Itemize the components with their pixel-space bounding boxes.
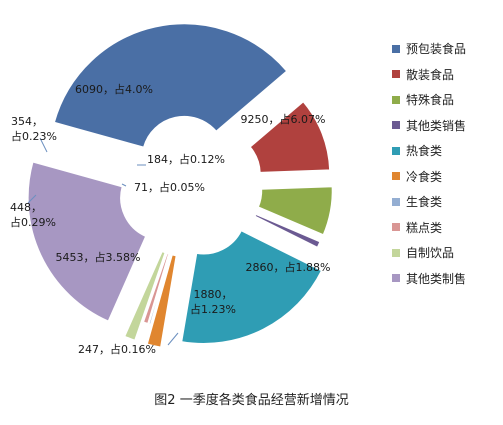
legend-item: 其他类制售 — [392, 266, 466, 292]
pie-slice — [253, 213, 322, 249]
slice-data-label: 448，占0.29% — [10, 201, 56, 229]
legend-label: 糕点类 — [406, 220, 443, 235]
legend-label: 生食类 — [406, 195, 443, 210]
legend-label: 散装食品 — [406, 67, 455, 82]
legend-label: 预包装食品 — [406, 42, 467, 57]
legend-swatch — [392, 172, 400, 181]
slice-data-label: 247，占0.16% — [78, 342, 156, 356]
legend-item: 其他类销售 — [392, 113, 466, 139]
pie-slice — [180, 229, 323, 345]
legend-swatch — [392, 146, 400, 155]
legend-swatch — [392, 44, 400, 53]
legend-label: 冷食类 — [406, 169, 443, 184]
pie-slice — [123, 250, 167, 342]
slice-data-label: 6090，占4.0% — [75, 82, 153, 96]
legend-swatch — [392, 248, 400, 257]
slice-data-label: 9250，占6.07% — [241, 112, 326, 126]
legend-item: 散装食品 — [392, 62, 466, 88]
slice-data-label: 184，占0.12% — [147, 152, 225, 166]
pie-slice — [147, 253, 172, 326]
chart-caption: 图2 一季度各类食品经营新增情况 — [154, 393, 349, 408]
slice-data-label: 1880，占1.23% — [190, 288, 236, 316]
leader-lines-group — [27, 137, 179, 346]
legend-label: 自制饮品 — [406, 246, 455, 261]
legend: 预包装食品 散装食品 特殊食品 其他类销售 热食类 冷食类 生食类 糕点类 自制… — [392, 36, 466, 291]
legend-label: 热食类 — [406, 144, 443, 159]
legend-item: 生食类 — [392, 189, 466, 215]
legend-item: 特殊食品 — [392, 87, 466, 113]
legend-item: 预包装食品 — [392, 36, 466, 62]
slices-group — [27, 22, 334, 349]
slice-data-label: 5453，占3.58% — [56, 250, 141, 264]
legend-label: 特殊食品 — [406, 93, 455, 108]
leader-line — [167, 332, 179, 346]
legend-item: 热食类 — [392, 138, 466, 164]
legend-item: 冷食类 — [392, 164, 466, 190]
pie-slice — [248, 100, 331, 174]
legend-item: 糕点类 — [392, 215, 466, 241]
legend-swatch — [392, 121, 400, 130]
pie-slice — [27, 160, 147, 323]
leader-line — [27, 194, 37, 204]
legend-label: 其他类销售 — [406, 118, 467, 133]
legend-label: 其他类制售 — [406, 271, 467, 286]
legend-swatch — [392, 223, 400, 232]
leader-line — [121, 183, 127, 187]
legend-item: 自制饮品 — [392, 240, 466, 266]
pie-slice — [257, 185, 334, 236]
leader-line — [39, 137, 48, 153]
legend-swatch — [392, 197, 400, 206]
pie-slice — [142, 252, 170, 325]
slice-data-label: 71，占0.05% — [134, 180, 205, 194]
slice-data-label: 2860，占1.88% — [246, 260, 331, 274]
legend-swatch — [392, 95, 400, 104]
pie-slice — [146, 253, 178, 349]
legend-swatch — [392, 70, 400, 79]
legend-swatch — [392, 274, 400, 283]
pie-slice — [53, 22, 289, 149]
slice-labels-group: 9250，占6.07% 2860，占1.88% 1880，占1.23% 247，占0.… — [10, 82, 330, 356]
slice-data-label: 354，占0.23% — [11, 115, 57, 143]
